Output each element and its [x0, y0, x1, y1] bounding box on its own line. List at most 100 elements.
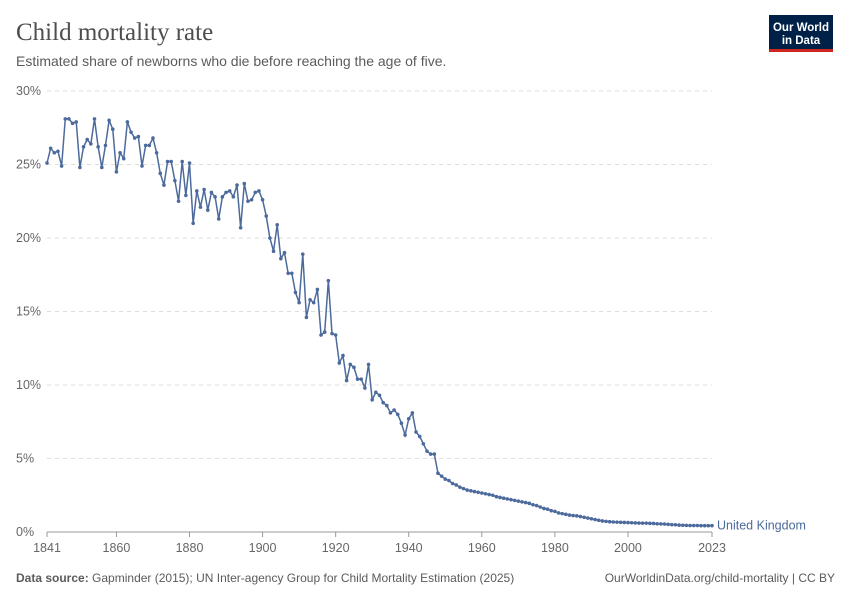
- legend-label: United Kingdom: [717, 519, 806, 533]
- point: [264, 214, 269, 218]
- logo-bar: [769, 49, 833, 52]
- source-text: Gapminder (2015); UN Inter-agency Group …: [92, 571, 514, 585]
- point: [78, 165, 82, 170]
- point: [549, 508, 554, 513]
- point: [494, 494, 499, 499]
- point: [695, 523, 700, 528]
- point: [74, 120, 79, 124]
- point: [626, 520, 630, 525]
- point: [531, 503, 535, 507]
- point: [585, 516, 590, 520]
- point: [326, 278, 331, 283]
- point: [290, 271, 294, 276]
- y-tick-label: 5%: [16, 452, 34, 466]
- point: [370, 397, 374, 402]
- point: [187, 161, 192, 165]
- point: [180, 159, 184, 164]
- x-tick-label: 1841: [33, 541, 61, 555]
- point: [662, 522, 667, 526]
- point: [527, 501, 532, 506]
- point: [520, 500, 524, 504]
- point: [260, 197, 265, 202]
- point: [461, 486, 466, 491]
- point: [92, 117, 97, 121]
- point: [673, 522, 678, 527]
- point: [268, 236, 272, 240]
- x-tick-label: 1900: [249, 541, 277, 555]
- point: [100, 165, 104, 170]
- point: [443, 477, 448, 481]
- point: [213, 195, 217, 199]
- point: [567, 513, 572, 517]
- point: [447, 478, 451, 483]
- point: [337, 361, 342, 365]
- point: [89, 142, 93, 146]
- point: [227, 189, 232, 193]
- point: [582, 515, 586, 520]
- point: [132, 136, 137, 140]
- point: [121, 156, 126, 161]
- x-tick-label: 1980: [541, 541, 569, 555]
- point: [469, 489, 473, 493]
- point: [348, 362, 353, 367]
- logo[interactable]: Our World in Data: [769, 15, 833, 52]
- point: [428, 452, 433, 456]
- point: [575, 514, 579, 518]
- point: [564, 512, 568, 517]
- point: [279, 256, 283, 261]
- point: [498, 495, 502, 500]
- point: [333, 333, 338, 337]
- point: [556, 511, 561, 515]
- point: [110, 127, 115, 132]
- y-tick-label: 25%: [16, 158, 41, 172]
- y-tick-label: 15%: [16, 305, 41, 319]
- point: [96, 145, 100, 149]
- y-tick-label: 0%: [16, 525, 34, 539]
- point: [315, 287, 320, 292]
- logo-text: in Data: [782, 35, 821, 47]
- point: [154, 150, 159, 155]
- point: [633, 521, 638, 525]
- credit[interactable]: OurWorldinData.org/child-mortality | CC …: [605, 571, 835, 585]
- point: [253, 190, 258, 195]
- y-tick-label: 20%: [16, 231, 41, 245]
- point: [286, 271, 290, 276]
- point: [458, 485, 462, 489]
- point: [81, 145, 86, 149]
- point: [670, 522, 674, 527]
- point: [571, 513, 575, 518]
- point: [644, 521, 649, 525]
- point: [589, 516, 594, 521]
- point: [553, 509, 557, 514]
- x-tick-label: 2023: [698, 541, 726, 555]
- point: [688, 523, 692, 528]
- point: [162, 183, 166, 187]
- point: [648, 521, 652, 526]
- point: [238, 225, 243, 230]
- point: [103, 143, 108, 148]
- point: [699, 523, 703, 528]
- point: [618, 520, 623, 525]
- point: [659, 522, 663, 526]
- point: [304, 315, 309, 320]
- point: [684, 523, 689, 528]
- point: [216, 217, 221, 221]
- point: [176, 199, 181, 204]
- point: [399, 421, 404, 426]
- point: [425, 449, 429, 453]
- point: [205, 208, 210, 212]
- point: [392, 408, 396, 412]
- point: [220, 195, 225, 199]
- point: [129, 130, 133, 134]
- point: [366, 362, 371, 367]
- point: [607, 519, 612, 524]
- point: [410, 411, 415, 415]
- point: [677, 523, 681, 527]
- point: [406, 417, 411, 421]
- point: [538, 505, 543, 509]
- point: [257, 189, 261, 193]
- point: [231, 195, 236, 199]
- point: [297, 300, 301, 305]
- point: [421, 442, 426, 446]
